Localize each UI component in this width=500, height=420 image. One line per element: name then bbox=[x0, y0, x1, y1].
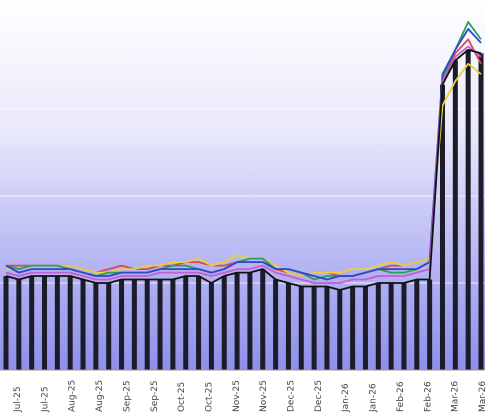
bar-15 bbox=[196, 276, 202, 370]
bar-9 bbox=[119, 279, 125, 370]
x-tick-label-16: Mar-26 bbox=[451, 381, 461, 412]
bar-36 bbox=[465, 49, 471, 371]
bar-21 bbox=[273, 279, 279, 370]
x-tick-label-2: Aug-25 bbox=[68, 380, 78, 412]
bar-0 bbox=[3, 276, 9, 370]
bar-3 bbox=[42, 276, 48, 370]
x-tick-label-5: Sep-25 bbox=[150, 380, 160, 412]
bar-16 bbox=[208, 283, 214, 370]
bar-31 bbox=[401, 283, 407, 370]
bar-14 bbox=[183, 276, 189, 370]
bar-26 bbox=[337, 289, 343, 370]
x-tick-label-1: Jul-25 bbox=[40, 386, 50, 413]
x-tick-label-14: Feb-26 bbox=[396, 381, 406, 412]
x-tick-label-12: Jan-26 bbox=[341, 383, 351, 413]
bar-13 bbox=[170, 279, 176, 370]
bar-27 bbox=[350, 286, 356, 370]
x-tick-label-15: Feb-26 bbox=[423, 381, 433, 412]
bar-37 bbox=[478, 53, 484, 370]
x-tick-label-8: Nov-25 bbox=[232, 380, 242, 412]
bar-2 bbox=[29, 276, 35, 370]
bar-20 bbox=[260, 269, 266, 370]
x-tick-label-6: Oct-25 bbox=[177, 382, 187, 412]
series-line-4 bbox=[5, 45, 482, 284]
bar-23 bbox=[298, 286, 304, 370]
bar-34 bbox=[439, 84, 445, 370]
line-series bbox=[5, 21, 482, 291]
x-tick-label-7: Oct-25 bbox=[204, 382, 214, 412]
bar-19 bbox=[247, 272, 253, 370]
bar-5 bbox=[67, 276, 73, 370]
bar-22 bbox=[285, 283, 291, 370]
bar-11 bbox=[144, 279, 150, 370]
bar-25 bbox=[324, 286, 330, 370]
plot-background bbox=[0, 0, 485, 370]
x-tick-label-10: Dec-25 bbox=[287, 380, 297, 412]
x-tick-label-13: Jan-26 bbox=[369, 383, 379, 413]
bar-29 bbox=[375, 283, 381, 370]
bar-28 bbox=[362, 286, 368, 370]
bar-10 bbox=[131, 279, 137, 370]
bar-30 bbox=[388, 283, 394, 370]
series-line-5 bbox=[5, 48, 482, 291]
bar-6 bbox=[80, 279, 86, 370]
series-line-1 bbox=[6, 62, 482, 277]
series-line-3 bbox=[5, 28, 482, 281]
bar-17 bbox=[221, 276, 227, 370]
bar-4 bbox=[54, 276, 60, 370]
bar-24 bbox=[311, 286, 317, 370]
x-tick-labels: Jul-25 Jul-25 Aug-25 Aug-25 Sep-25 Sep-25 Oct-… bbox=[13, 380, 488, 413]
bar-1 bbox=[16, 279, 22, 370]
bar-8 bbox=[106, 283, 112, 370]
x-tick-label-17: Mar-26 bbox=[478, 381, 488, 412]
bar-7 bbox=[93, 283, 99, 370]
x-tick-label-11: Dec-25 bbox=[314, 380, 324, 412]
bar-18 bbox=[234, 272, 240, 370]
x-tick-label-4: Sep-25 bbox=[122, 380, 132, 412]
bar-12 bbox=[157, 279, 163, 370]
x-tick-label-0: Jul-25 bbox=[13, 386, 23, 413]
bar-series bbox=[3, 49, 484, 371]
x-tick-label-3: Aug-25 bbox=[95, 380, 105, 412]
bar-33 bbox=[427, 279, 433, 370]
bar-32 bbox=[414, 279, 420, 370]
x-tick-label-9: Nov-25 bbox=[259, 380, 269, 412]
bar-35 bbox=[452, 60, 458, 370]
